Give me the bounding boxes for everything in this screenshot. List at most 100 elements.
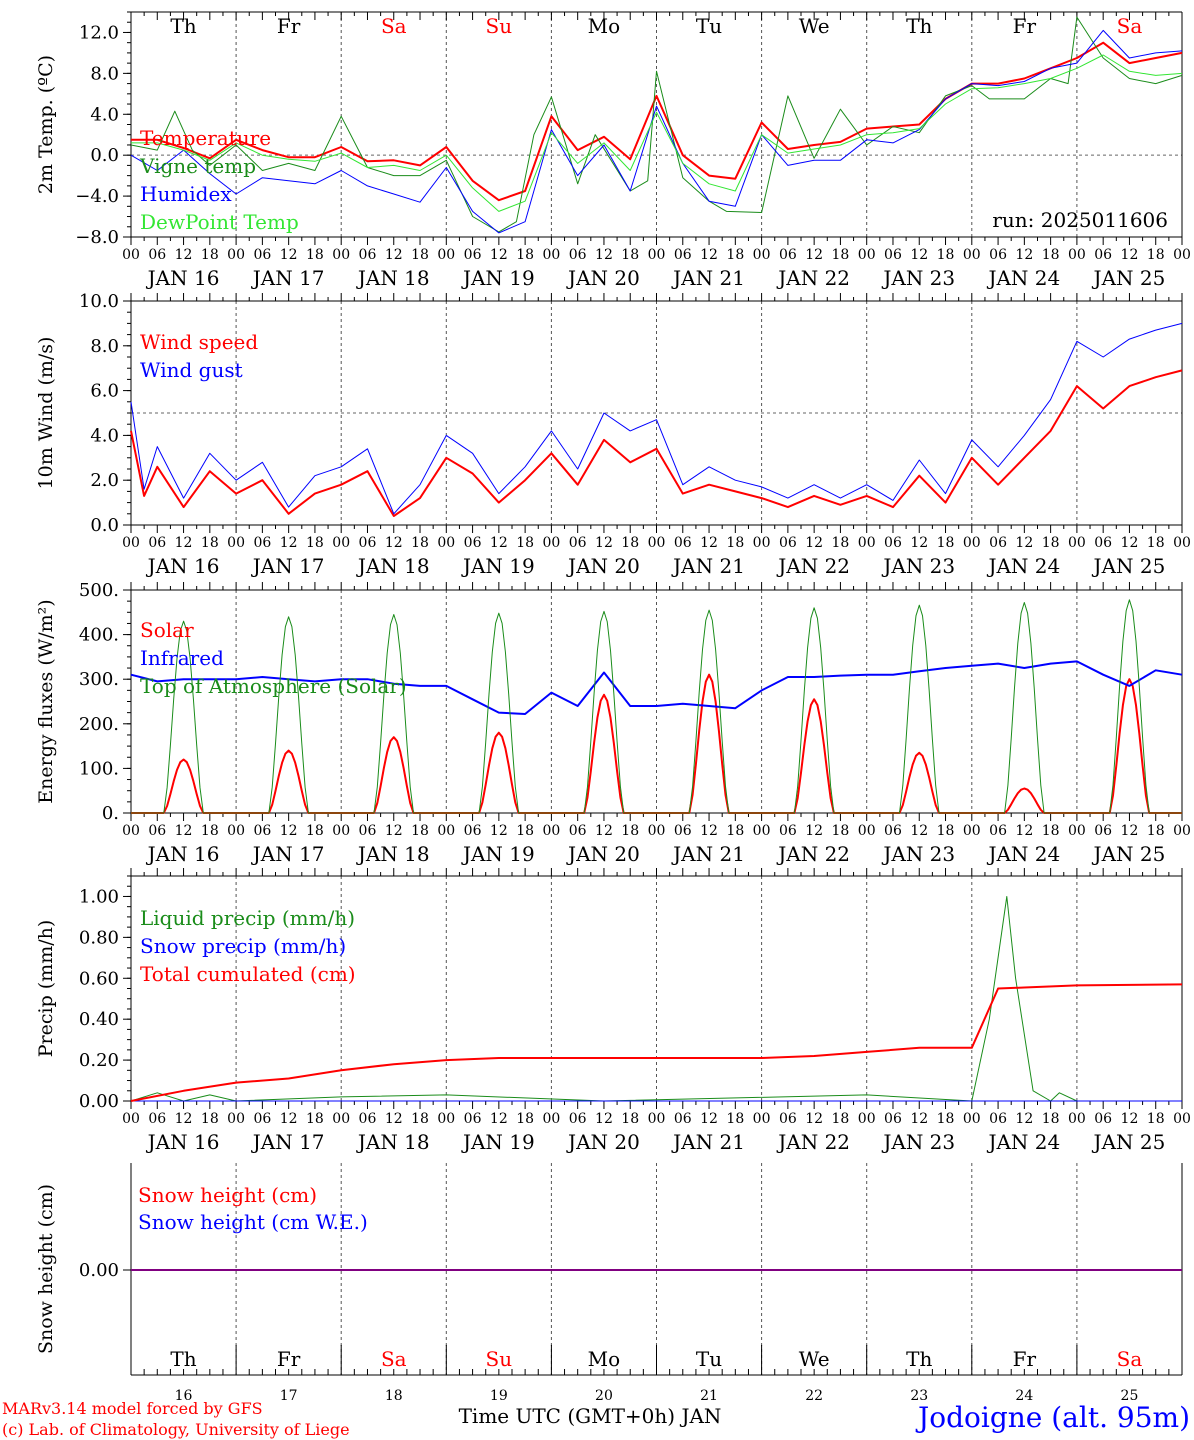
hour-tick-label: 12 (1121, 535, 1139, 551)
hour-tick-label: 06 (359, 823, 377, 839)
hour-tick-label: 00 (542, 823, 560, 839)
date-label: JAN 22 (776, 842, 850, 866)
hour-tick-label: 00 (963, 1111, 981, 1127)
y-tick-label: 400. (79, 625, 119, 646)
date-label: JAN 21 (671, 1130, 745, 1154)
hour-tick-label: 00 (437, 1111, 455, 1127)
date-label: JAN 20 (566, 842, 640, 866)
hour-tick-label: 00 (648, 823, 666, 839)
hour-tick-label: 12 (490, 535, 508, 551)
series-line-top-of-atmosphere-solar- (131, 599, 1182, 814)
weekday-label: Th (906, 14, 932, 38)
date-label: JAN 25 (1092, 266, 1166, 290)
series-line-dewpoint-temp (131, 54, 1183, 212)
hour-tick-label: 18 (201, 823, 219, 839)
hour-tick-label: 00 (963, 823, 981, 839)
hour-tick-label: 12 (1015, 823, 1033, 839)
hour-tick-label: 06 (464, 1111, 482, 1127)
series-line-liquid-precip-mm-h- (130, 896, 1182, 1102)
hour-tick-label: 18 (516, 1111, 534, 1127)
legend-entry: Total cumulated (cm) (140, 962, 356, 986)
date-label: JAN 19 (461, 266, 535, 290)
hour-tick-label: 06 (884, 535, 902, 551)
legend-entry: Snow height (cm) (138, 1183, 317, 1207)
hour-tick-label: 00 (437, 247, 455, 263)
y-axis-label: Energy fluxes (W/m²) (35, 599, 57, 803)
hour-tick-label: 06 (148, 823, 166, 839)
hour-tick-label: 18 (516, 535, 534, 551)
hour-tick-label: 18 (306, 823, 324, 839)
hour-tick-label: 12 (385, 535, 403, 551)
date-label: JAN 20 (566, 266, 640, 290)
hour-tick-label: 18 (937, 1111, 955, 1127)
hour-tick-label: 00 (1068, 535, 1086, 551)
hour-tick-label: 06 (1094, 1111, 1112, 1127)
y-tick-label: 200. (79, 714, 119, 735)
panel-3: 500. 400. 300. 200. 100. 0. Energy fluxes (W/m… (35, 580, 1191, 866)
hour-tick-label: 00 (542, 1111, 560, 1127)
date-label: JAN 25 (1092, 842, 1166, 866)
date-label: JAN 20 (566, 1130, 640, 1154)
hour-tick-label: 06 (884, 1111, 902, 1127)
hour-tick-label: 00 (858, 535, 876, 551)
hour-tick-label: 12 (490, 247, 508, 263)
panel-2: 10.0 8.0 6.0 4.0 2.0 0.0 10m Wind (m/s) 00 06 12 1… (35, 291, 1191, 578)
y-tick-label: 12.0 (79, 22, 119, 43)
date-label: JAN 16 (146, 266, 220, 290)
hour-tick-label: 06 (569, 535, 587, 551)
hour-tick-label: 06 (989, 1111, 1007, 1127)
location-title: Jodoigne (alt. 95m) (915, 1401, 1190, 1434)
weekday-label: Su (486, 1347, 513, 1371)
weekday-label: Sa (1117, 14, 1143, 38)
hour-tick-label: 12 (700, 1111, 718, 1127)
hour-tick-label: 06 (884, 247, 902, 263)
weekday-label: Fr (277, 1347, 301, 1371)
day-number-label: 17 (280, 1388, 298, 1404)
weekday-label: Th (170, 14, 196, 38)
weekday-label: Tu (696, 14, 722, 38)
hour-tick-label: 18 (937, 823, 955, 839)
weekday-label: Mo (588, 14, 621, 38)
date-label: JAN 23 (881, 266, 955, 290)
hour-tick-label: 06 (253, 535, 271, 551)
hour-tick-label: 12 (805, 247, 823, 263)
hour-tick-label: 18 (832, 1111, 850, 1127)
date-label: JAN 17 (251, 842, 325, 866)
date-label: JAN 25 (1092, 554, 1166, 578)
hour-tick-label: 06 (253, 823, 271, 839)
y-tick-label: 4.0 (90, 425, 119, 446)
y-tick-label: 0.0 (90, 145, 119, 166)
hour-tick-label: 12 (700, 823, 718, 839)
hour-tick-label: 12 (700, 535, 718, 551)
hour-tick-label: 00 (1173, 823, 1191, 839)
hour-tick-label: 18 (937, 535, 955, 551)
hour-tick-label: 00 (332, 535, 350, 551)
hour-tick-label: 06 (253, 247, 271, 263)
date-label: JAN 24 (986, 554, 1060, 578)
y-tick-label: 1.00 (79, 886, 119, 907)
date-label: JAN 17 (251, 1130, 325, 1154)
y-tick-label: 0.00 (79, 1091, 119, 1112)
hour-tick-label: 06 (1094, 535, 1112, 551)
hour-tick-label: 18 (306, 535, 324, 551)
series-line-wind-gust (130, 322, 1183, 515)
hour-tick-label: 00 (437, 535, 455, 551)
series-line-wind-speed (130, 369, 1183, 517)
y-tick-label: −8.0 (75, 227, 119, 248)
date-label: JAN 19 (461, 842, 535, 866)
date-label: JAN 21 (671, 554, 745, 578)
run-label: run: 2025011606 (992, 208, 1168, 232)
series-line-humidex (130, 29, 1183, 234)
date-label: JAN 22 (776, 266, 850, 290)
hour-tick-label: 00 (858, 247, 876, 263)
legend-entry: Wind speed (140, 330, 258, 354)
legend-entry: Vigne temp (139, 154, 256, 178)
hour-tick-label: 12 (175, 823, 193, 839)
hour-tick-label: 00 (227, 247, 245, 263)
weekday-label: Sa (381, 14, 407, 38)
weekday-label: We (799, 14, 830, 38)
day-number-label: 20 (595, 1388, 613, 1404)
hour-tick-label: 12 (1015, 1111, 1033, 1127)
date-label: JAN 25 (1092, 1130, 1166, 1154)
